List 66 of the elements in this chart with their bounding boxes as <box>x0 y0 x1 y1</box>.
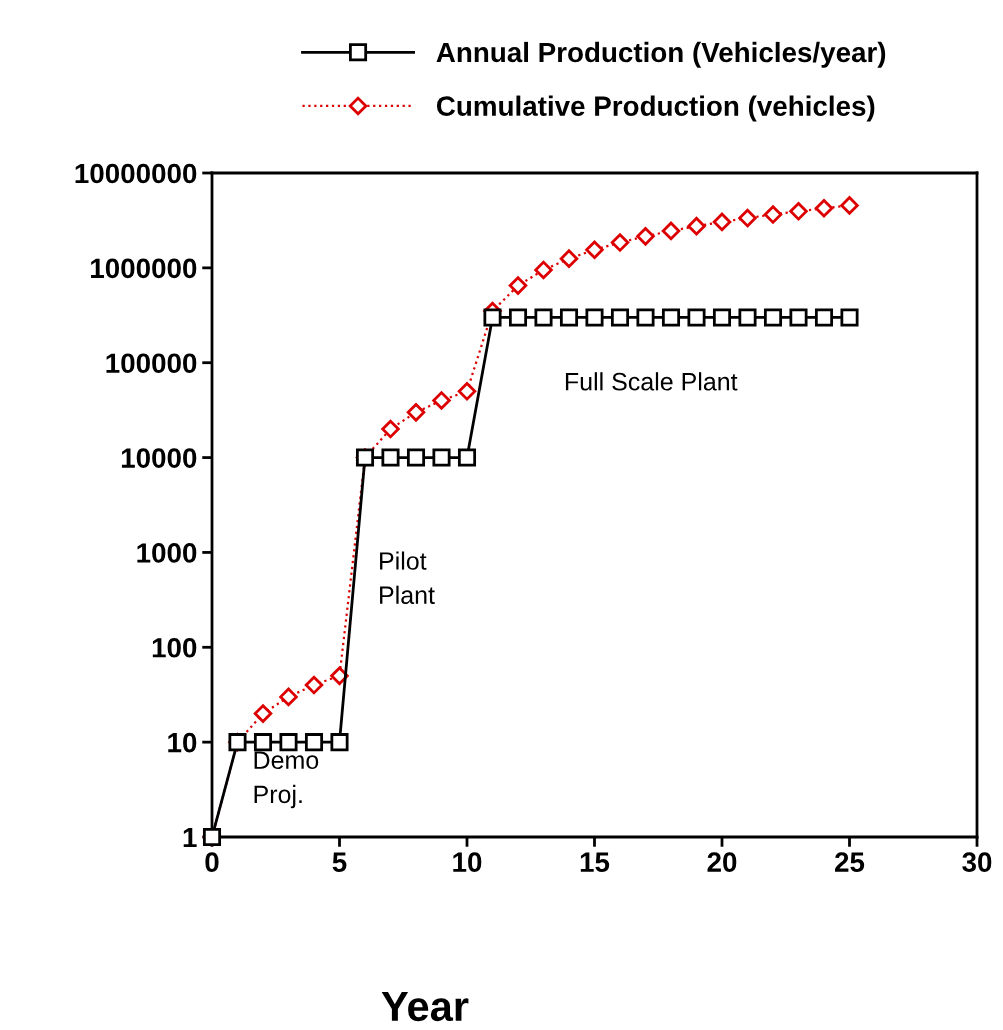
point <box>432 448 451 467</box>
x-axis-title: Year <box>381 992 469 1022</box>
y-tick-label: 100000 <box>106 353 197 374</box>
point <box>814 199 834 218</box>
x-tick-label: 10 <box>453 852 482 872</box>
point <box>381 448 400 467</box>
point <box>330 666 349 686</box>
point <box>585 240 604 260</box>
point <box>508 276 528 295</box>
point <box>763 205 783 224</box>
point <box>406 448 426 467</box>
y-tick-label: 100 <box>152 637 197 658</box>
x-tick-label: 15 <box>580 852 610 872</box>
point <box>712 308 732 327</box>
point <box>814 308 834 327</box>
point <box>585 308 604 327</box>
point <box>534 308 553 327</box>
annotation: Pilot Plant <box>380 551 435 605</box>
point <box>253 704 273 723</box>
point <box>483 308 502 327</box>
y-tick-label: 1000 <box>137 543 197 563</box>
point <box>304 733 324 752</box>
point <box>610 308 630 327</box>
y-tick-label: 10000 <box>121 448 197 468</box>
point <box>610 233 630 252</box>
point <box>636 308 655 327</box>
point <box>330 733 349 752</box>
point <box>279 733 298 752</box>
point <box>789 202 808 221</box>
x-tick-label: 20 <box>707 852 737 872</box>
point <box>534 260 553 280</box>
point <box>789 308 808 327</box>
point <box>763 308 783 327</box>
point <box>840 196 859 215</box>
point <box>661 221 681 241</box>
point <box>738 208 757 228</box>
point <box>712 212 732 232</box>
annotation: Full Scale Plant <box>565 372 738 391</box>
annotation: Demo Proj. <box>254 751 319 809</box>
point <box>559 308 579 327</box>
point <box>559 249 579 268</box>
y-tick-label: 10 <box>168 732 197 753</box>
point <box>381 419 400 439</box>
x-tick-label: 30 <box>962 852 992 873</box>
y-tick-label: 10000000 <box>75 163 197 184</box>
point <box>508 308 528 327</box>
y-tick-label: 1000000 <box>91 258 197 279</box>
x-tick-label: 5 <box>332 852 347 872</box>
legend-label: Annual Production (Vehicles/year) <box>436 41 886 68</box>
point <box>738 308 757 327</box>
point <box>636 227 655 246</box>
y-tick-label: 1 <box>183 827 197 848</box>
point <box>253 733 273 752</box>
point <box>406 403 426 422</box>
point <box>840 308 859 327</box>
point <box>432 391 451 410</box>
x-tick-label: 0 <box>205 852 219 872</box>
x-tick-label: 25 <box>835 852 865 872</box>
point <box>457 382 477 401</box>
point <box>457 448 477 467</box>
point <box>661 308 681 327</box>
point <box>687 216 706 236</box>
point <box>279 687 298 707</box>
point <box>687 308 706 327</box>
legend-label: Cumulative Production (vehicles) <box>436 95 875 122</box>
point <box>304 675 324 695</box>
